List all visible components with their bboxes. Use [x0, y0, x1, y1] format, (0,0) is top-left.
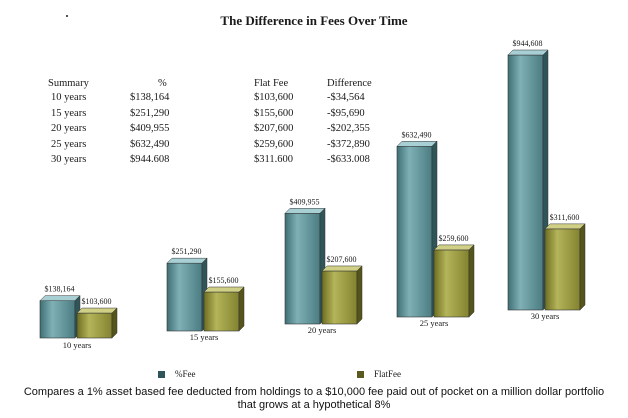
category-label: 25 years	[420, 318, 449, 328]
bar-flat	[321, 270, 358, 325]
bar-fee	[507, 54, 544, 311]
summary-cell: $103,600	[254, 92, 294, 104]
bar-top	[39, 295, 81, 301]
bar-fee	[166, 262, 203, 332]
bar-top	[507, 49, 549, 56]
bar-side	[111, 307, 118, 339]
bar-top	[166, 257, 208, 264]
bar-flat	[433, 249, 470, 318]
bar-fee	[396, 145, 433, 318]
bar-side	[468, 244, 475, 318]
bar-side	[579, 223, 586, 311]
summary-header-row: Summary % Flat Fee Difference	[40, 76, 407, 90]
summary-cell: 15 years	[51, 107, 87, 119]
summary-cell: 20 years	[51, 123, 87, 135]
data-label: $944,608	[513, 39, 543, 48]
data-label: $207,600	[327, 255, 357, 264]
summary-row: 30 years $944.608 $311.600 -$633.008	[40, 152, 407, 168]
category-label: 20 years	[308, 325, 337, 335]
data-label: $409,955	[290, 197, 320, 206]
bar-fee	[284, 213, 321, 325]
data-label: $103,600	[82, 297, 112, 306]
summary-row: 15 years $251,290 $155,600 -$95,690	[40, 106, 407, 122]
summary-cell: $251,290	[130, 107, 170, 119]
summary-cell: $138,164	[130, 92, 170, 104]
summary-cell: 10 years	[51, 92, 87, 104]
chart-caption: Compares a 1% asset based fee deducted f…	[23, 386, 605, 411]
chart-title: The Difference in Fees Over Time	[220, 13, 408, 28]
legend-swatch-fee	[158, 370, 165, 378]
summary-header-cell: Flat Fee	[254, 77, 289, 89]
summary-cell: $409,955	[130, 123, 170, 135]
bar-flat	[544, 228, 581, 311]
summary-cell: -$34,564	[327, 92, 365, 104]
category-label: 30 years	[531, 311, 560, 321]
bar-top	[76, 307, 118, 314]
summary-cell: -$372,890	[327, 138, 370, 150]
summary-cell: -$633.008	[327, 154, 370, 166]
bar-top	[203, 286, 245, 293]
summary-cell: -$202,355	[327, 123, 370, 135]
summary-row: 20 years $409,955 $207,600 -$202,355	[40, 121, 407, 137]
summary-cell: 25 years	[51, 138, 87, 150]
data-label: $155,600	[209, 276, 239, 285]
bar-flat	[76, 312, 113, 339]
bar-side	[238, 286, 245, 332]
bar-flat	[203, 291, 240, 332]
bar-fee	[39, 300, 76, 339]
summary-cell: $259,600	[254, 138, 294, 150]
summary-cell: $155,600	[254, 107, 294, 119]
summary-header-cell: Difference	[327, 77, 372, 89]
category-label: 10 years	[63, 340, 92, 350]
summary-cell: $632,490	[130, 138, 170, 150]
summary-row: 25 years $632,490 $259,600 -$372,890	[40, 137, 407, 153]
summary-cell: $944.608	[130, 154, 170, 166]
summary-row: 10 years $138,164 $103,600 -$34,564	[40, 90, 407, 106]
category-label: 15 years	[190, 332, 219, 342]
legend-label-fee: %Fee	[175, 369, 196, 379]
data-label: $259,600	[439, 234, 469, 243]
summary-cell: 30 years	[51, 154, 87, 166]
data-label: $632,490	[402, 130, 432, 139]
stray-mark	[66, 15, 68, 17]
bar-top	[544, 223, 586, 230]
legend-label-flat: FlatFee	[374, 369, 401, 379]
bar-top	[396, 141, 438, 147]
data-label: $311,600	[550, 213, 580, 222]
summary-header-cell: Summary	[48, 77, 89, 89]
data-label: $251,290	[172, 247, 202, 256]
legend-swatch-flat	[357, 370, 364, 378]
summary-table: Summary % Flat Fee Difference 10 years $…	[40, 76, 407, 168]
summary-cell: -$95,690	[327, 107, 365, 119]
bar-top	[433, 244, 475, 251]
legend-item-fee: %Fee	[158, 369, 196, 379]
bar-side	[356, 265, 363, 325]
summary-header-cell: %	[158, 77, 167, 89]
bar-top	[321, 265, 363, 272]
summary-cell: $311.600	[254, 154, 293, 166]
bar-top	[284, 208, 326, 214]
summary-cell: $207,600	[254, 123, 294, 135]
data-label: $138,164	[45, 285, 75, 294]
legend-item-flat: FlatFee	[357, 369, 401, 379]
